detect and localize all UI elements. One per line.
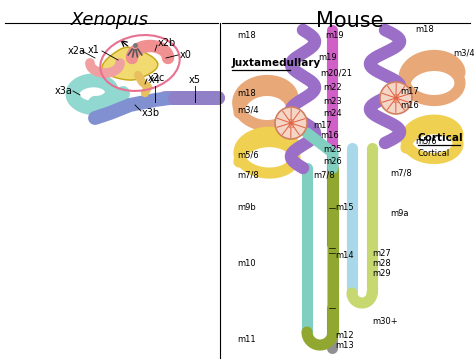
Text: m19: m19 [325, 32, 344, 41]
Text: Xenopus: Xenopus [71, 11, 149, 29]
Text: x1: x1 [88, 45, 100, 55]
Text: Cortical: Cortical [418, 148, 450, 158]
Text: m15: m15 [335, 204, 354, 212]
Text: x5: x5 [189, 75, 201, 85]
Text: m13: m13 [335, 342, 354, 351]
Text: m30+: m30+ [372, 317, 398, 326]
Text: m16: m16 [320, 131, 339, 139]
Text: m18: m18 [237, 32, 256, 41]
Text: m12: m12 [335, 330, 354, 339]
Text: x0: x0 [180, 50, 192, 60]
Text: m14: m14 [335, 252, 354, 261]
Text: m9b: m9b [237, 204, 256, 212]
Text: m26: m26 [323, 156, 342, 166]
Text: x3a: x3a [55, 86, 73, 96]
Text: m
1/2: m 1/2 [392, 93, 400, 103]
Text: m27: m27 [372, 249, 391, 257]
Text: m9a: m9a [390, 208, 409, 217]
Text: m
1/2: m 1/2 [287, 118, 295, 129]
Text: x4: x4 [149, 75, 161, 85]
Circle shape [275, 107, 307, 139]
Text: Mouse: Mouse [316, 11, 384, 31]
Text: m22: m22 [323, 83, 342, 93]
Text: Cortical: Cortical [418, 133, 464, 143]
Polygon shape [102, 48, 158, 80]
Text: m7/8: m7/8 [390, 168, 412, 178]
Text: x2c: x2c [148, 73, 165, 83]
Text: x2a: x2a [68, 46, 86, 56]
Circle shape [380, 82, 412, 114]
Text: m17: m17 [313, 121, 332, 130]
Text: m28: m28 [372, 258, 391, 268]
Text: m24: m24 [323, 109, 342, 118]
Text: m5/6: m5/6 [415, 136, 437, 146]
Text: m10: m10 [237, 258, 255, 268]
Text: m23: m23 [323, 97, 342, 106]
Text: x2b: x2b [158, 38, 176, 48]
Text: m5/6: m5/6 [237, 151, 259, 159]
Text: Juxtamedullary: Juxtamedullary [232, 58, 321, 68]
Text: m16: m16 [400, 102, 419, 110]
Text: x3b: x3b [142, 108, 160, 118]
Text: m3/4: m3/4 [453, 49, 474, 57]
Text: m20/21: m20/21 [320, 69, 352, 77]
Text: m11: m11 [237, 335, 255, 344]
Text: m29: m29 [372, 269, 391, 277]
Text: m18: m18 [237, 89, 256, 98]
Text: m18: m18 [415, 25, 434, 34]
Text: m19: m19 [318, 53, 337, 62]
Text: m7/8: m7/8 [313, 171, 335, 179]
Text: m17: m17 [400, 86, 419, 95]
Text: m3/4: m3/4 [237, 106, 259, 114]
Text: m25: m25 [323, 146, 342, 155]
Text: m7/8: m7/8 [237, 171, 259, 179]
